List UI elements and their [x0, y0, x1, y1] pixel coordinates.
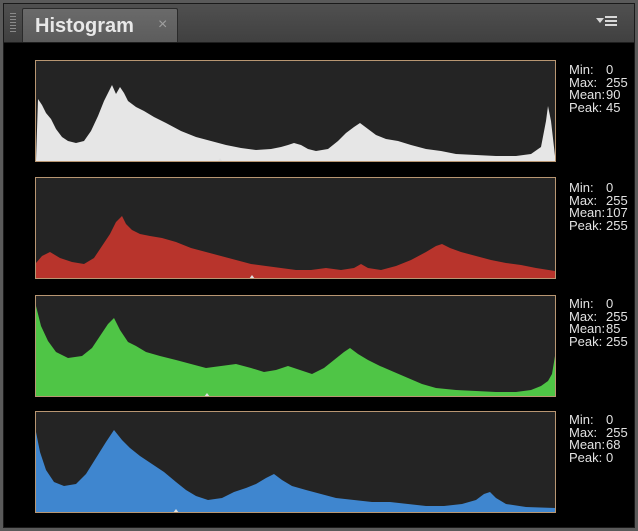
histogram-blue: [35, 411, 556, 513]
histogram-red-shape: [36, 216, 555, 278]
histogram-green: [35, 295, 556, 397]
histogram-red-graph: [36, 216, 555, 278]
histogram-marker-icon: [249, 275, 255, 278]
histogram-marker-icon: [173, 509, 179, 512]
stat-max: Max: 255: [569, 424, 628, 440]
panel-grip-icon[interactable]: [10, 13, 16, 33]
histogram-blue-graph: [36, 430, 555, 512]
stats-blue: Min: 0 Max: 255 Mean: 68 Peak: 0: [569, 414, 638, 464]
stat-mean: Mean: 85: [569, 321, 621, 336]
stats-green: Min: 0 Max: 255 Mean: 85 Peak: 255: [569, 298, 638, 348]
histogram-panel: Histogram ×: [3, 3, 635, 528]
stat-min: Min: 0: [569, 414, 614, 427]
stat-min: Min: 0: [569, 298, 614, 311]
stat-max: Max: 255: [569, 308, 628, 324]
stat-max: Max: 255: [569, 74, 628, 90]
histogram-luminosity-shape: [36, 85, 555, 161]
stat-mean: Mean: 68: [569, 437, 621, 452]
stat-mean: Mean: 90: [569, 87, 621, 102]
stat-peak: Peak: 255: [569, 333, 628, 348]
stat-peak: Peak: 0: [569, 449, 614, 464]
histogram-green-shape: [36, 306, 555, 396]
stat-peak: Peak: 45: [569, 99, 621, 114]
stat-mean: Mean: 107: [569, 205, 628, 220]
histogram-marker-icon: [217, 158, 223, 161]
stat-min: Min: 0: [569, 64, 614, 77]
stats-red: Min: 0 Max: 255 Mean: 107 Peak: 255: [569, 182, 638, 232]
histogram-content: Min: 0 Max: 255 Mean: 90 Peak: 45 Min: 0 Max:…: [4, 43, 634, 527]
histogram-luminosity-graph: [36, 85, 555, 161]
panel-menu-icon[interactable]: [596, 14, 620, 32]
histogram-luminosity: [35, 60, 556, 162]
stat-min: Min: 0: [569, 182, 614, 195]
histogram-red: [35, 177, 556, 279]
stats-luminosity: Min: 0 Max: 255 Mean: 90 Peak: 45: [569, 64, 638, 114]
tab-label: Histogram: [35, 15, 134, 37]
histogram-marker-icon: [204, 393, 210, 396]
stat-peak: Peak: 255: [569, 217, 628, 232]
histogram-blue-shape: [36, 430, 555, 512]
stat-max: Max: 255: [569, 192, 628, 208]
histogram-green-graph: [36, 306, 555, 396]
panel-tab-bar: Histogram ×: [4, 4, 634, 43]
close-icon[interactable]: ×: [158, 16, 168, 33]
tab-histogram[interactable]: Histogram ×: [22, 8, 178, 42]
